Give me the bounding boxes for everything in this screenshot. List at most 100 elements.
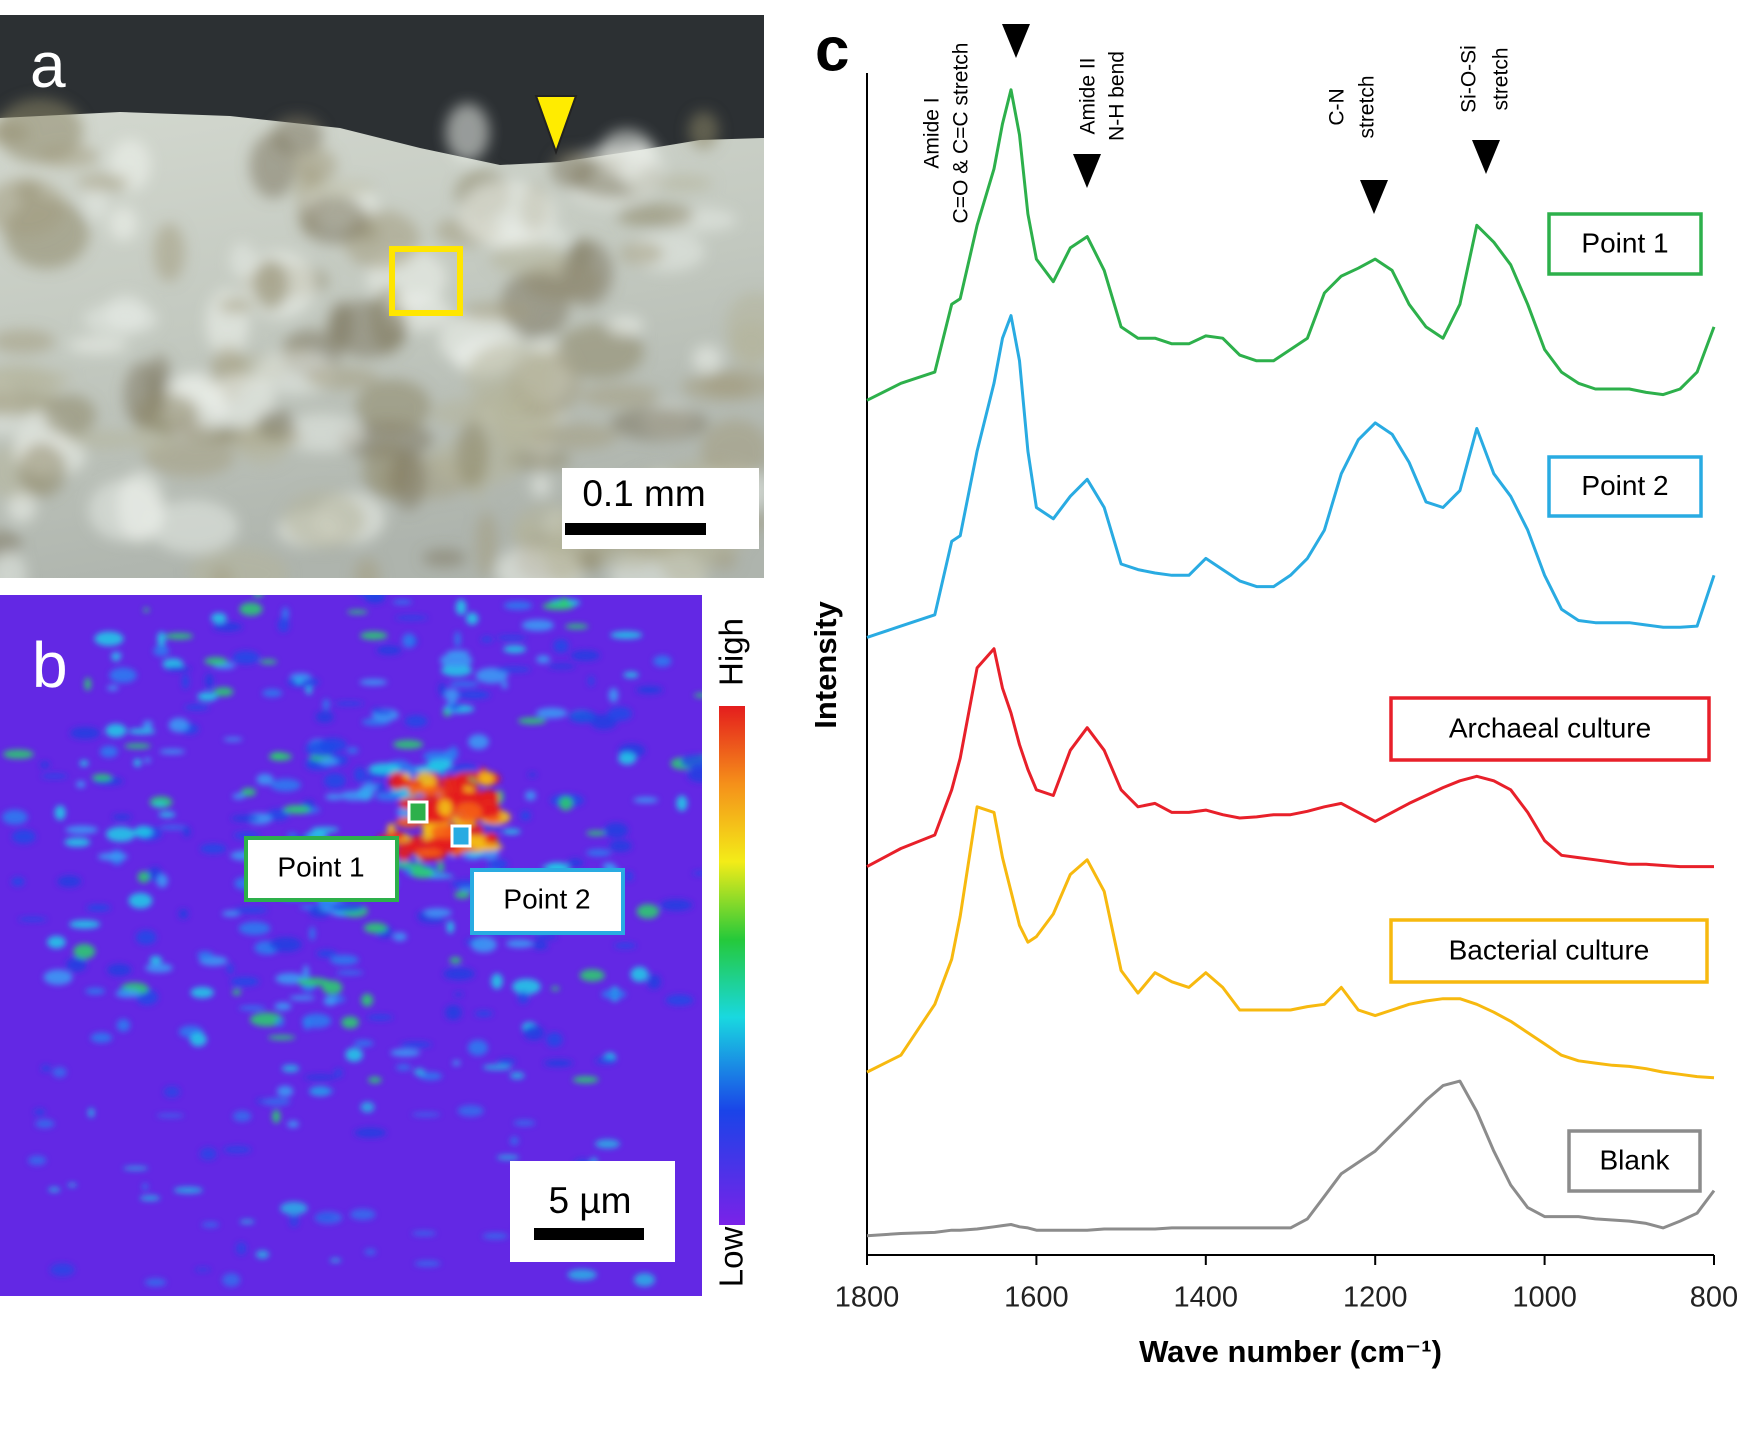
texture-blob — [226, 963, 234, 975]
texture-blob — [368, 1076, 382, 1084]
texture-blob — [454, 631, 461, 648]
texture-blob — [618, 752, 637, 765]
texture-blob — [112, 814, 132, 821]
texture-blob — [289, 673, 312, 681]
texture-blob — [565, 623, 589, 630]
texture-blob — [354, 767, 366, 783]
texture-blob — [67, 336, 129, 354]
texture-blob — [271, 751, 285, 759]
texture-blob — [133, 758, 142, 767]
texture-blob — [148, 499, 239, 554]
peak-arrow — [1002, 24, 1030, 58]
texture-blob — [309, 926, 316, 941]
texture-blob — [189, 1032, 207, 1047]
peak-annotation: C=O & C=C stretch — [950, 43, 973, 224]
texture-blob — [33, 1108, 46, 1116]
texture-blob — [359, 679, 388, 686]
texture-blob — [195, 1267, 211, 1272]
texture-blob — [87, 1107, 95, 1118]
texture-blob — [304, 1074, 337, 1081]
texture-blob — [400, 1041, 432, 1048]
texture-blob — [112, 652, 122, 657]
texture-blob — [712, 549, 738, 570]
texture-blob — [302, 1013, 332, 1029]
spectrum-line — [866, 88, 1716, 402]
texture-blob — [444, 688, 460, 702]
texture-blob — [513, 1119, 536, 1127]
texture-blob — [458, 180, 557, 247]
peak-annotation: N-H bend — [1106, 51, 1129, 141]
texture-blob — [229, 242, 256, 279]
texture-blob — [208, 374, 275, 426]
texture-blob — [636, 904, 660, 919]
texture-blob — [393, 739, 424, 749]
panel-label: a — [30, 29, 66, 101]
texture-blob — [542, 602, 575, 611]
texture-blob — [625, 871, 634, 881]
texture-blob — [276, 1085, 294, 1097]
texture-blob — [364, 1248, 376, 1256]
texture-blob — [454, 890, 471, 899]
texture-blob — [570, 650, 600, 661]
legend-label: Point 2 — [1581, 470, 1668, 501]
texture-blob — [443, 967, 475, 981]
texture-blob — [470, 936, 497, 953]
texture-blob — [560, 597, 569, 606]
texture-blob — [608, 687, 619, 703]
texture-blob — [322, 980, 343, 995]
texture-blob — [159, 749, 186, 755]
texture-blob — [449, 956, 462, 964]
texture-blob — [680, 754, 702, 769]
texture-blob — [595, 1057, 617, 1065]
texture-blob — [50, 1263, 75, 1277]
texture-blob — [438, 799, 453, 816]
texture-blob — [354, 1127, 387, 1138]
texture-blob — [316, 949, 337, 958]
texture-blob — [395, 1063, 412, 1072]
texture-blob — [711, 721, 718, 736]
texture-blob — [238, 1005, 266, 1011]
texture-blob — [521, 619, 554, 632]
peak-annotation: C-N — [1326, 88, 1349, 125]
texture-blob — [255, 1250, 270, 1259]
texture-blob — [168, 717, 190, 733]
texture-blob — [73, 943, 96, 960]
texture-blob — [568, 710, 598, 723]
texture-blob — [212, 622, 243, 632]
texture-blob — [607, 315, 645, 336]
peak-annotation: Amide II — [1077, 57, 1100, 134]
texture-blob — [57, 875, 82, 888]
texture-blob — [395, 615, 428, 621]
texture-blob — [567, 858, 584, 868]
texture-blob — [115, 989, 141, 998]
texture-blob — [65, 825, 99, 834]
texture-blob — [505, 939, 534, 948]
texture-blob — [520, 810, 531, 821]
x-tick-label: 1000 — [1512, 1282, 1577, 1314]
texture-blob — [323, 996, 337, 1006]
texture-blob — [475, 511, 498, 578]
y-axis-label: Intensity — [808, 601, 843, 729]
texture-blob — [392, 599, 413, 605]
texture-blob — [653, 655, 672, 667]
texture-blob — [77, 173, 130, 192]
texture-blob — [232, 989, 241, 996]
texture-blob — [446, 920, 455, 934]
spectra-chart: 1800 1600 1400 1200 1000 800 Wave number (cm⁻¹… — [808, 43, 1738, 1370]
texture-blob — [241, 787, 257, 797]
texture-blob — [355, 379, 431, 434]
texture-blob — [417, 911, 427, 920]
texture-blob — [223, 1145, 252, 1154]
texture-blob — [275, 1017, 284, 1027]
texture-blob — [163, 1086, 180, 1098]
texture-blob — [533, 934, 558, 940]
point-marker — [407, 800, 429, 824]
texture-blob — [302, 965, 310, 981]
texture-blob — [322, 698, 330, 711]
texture-blob — [281, 1064, 300, 1073]
texture-blob — [117, 471, 165, 543]
texture-blob — [152, 801, 167, 807]
texture-blob — [422, 908, 452, 918]
colorbar — [719, 706, 745, 1225]
